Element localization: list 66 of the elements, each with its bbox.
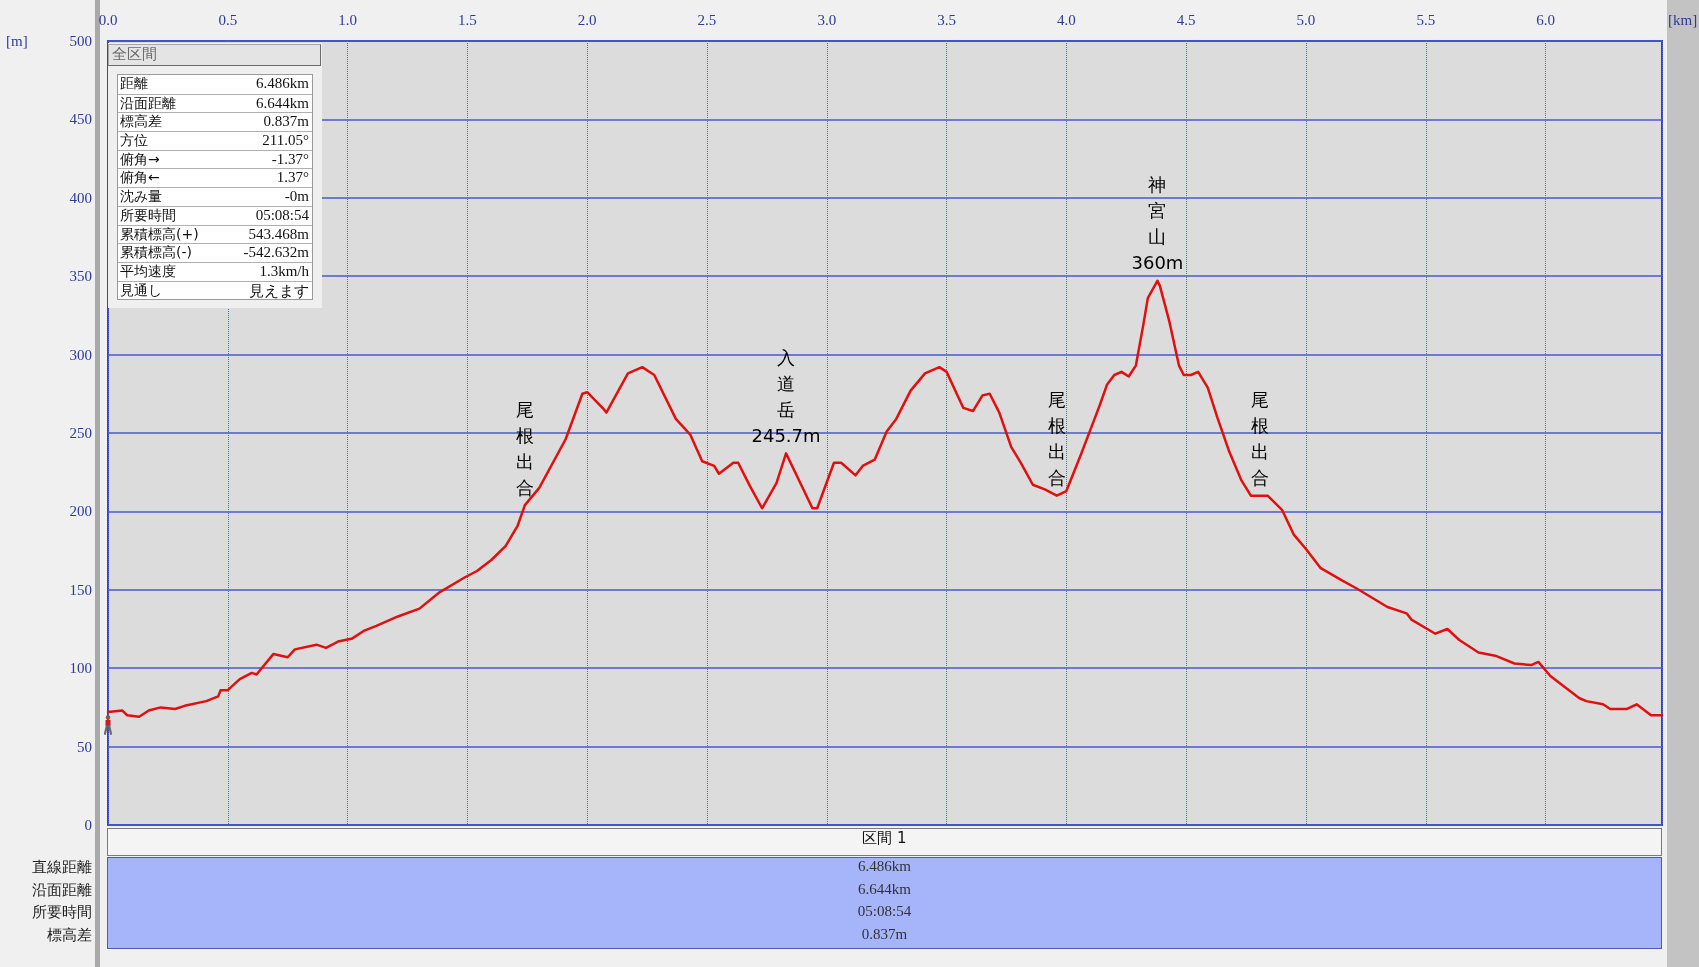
- annotation: 見えます: [249, 281, 309, 301]
- text: 直線距離: [32, 858, 92, 878]
- annotation: 神宮山360m: [1131, 174, 1184, 274]
- y-tick-label: 150: [69, 581, 92, 598]
- annotation: 沿面距離: [120, 94, 176, 113]
- text: 全区間: [108, 44, 321, 66]
- y-tick-label: 50: [77, 738, 92, 755]
- annotation: 俯角←: [120, 169, 160, 188]
- y-tick-label: 400: [69, 189, 92, 206]
- annotation: 累積標高(-): [120, 244, 192, 263]
- x-tick-label: 2.0: [577, 11, 597, 28]
- line-series: [106, 279, 1664, 719]
- annotation: 1.3km/h: [259, 262, 309, 280]
- annotation: 沈み量: [120, 188, 162, 207]
- text: 区間 1: [107, 828, 1662, 856]
- text: 所要時間: [32, 903, 92, 923]
- annotation: 標高差: [120, 113, 162, 132]
- y-tick-label: 500: [69, 33, 92, 49]
- x-tick-label: 4.0: [1057, 11, 1076, 28]
- y-tick-label: 250: [69, 425, 92, 441]
- y-tick-label: 300: [69, 346, 92, 363]
- annotation: 平均速度: [120, 262, 176, 281]
- y-tick-label: 100: [69, 660, 92, 677]
- annotation: 所要時間: [120, 206, 176, 225]
- annotation: 05:08:54: [255, 206, 309, 224]
- annotation: 距離: [120, 75, 148, 93]
- y-tick-label: 0: [84, 817, 92, 833]
- text: 6.486km: [857, 858, 912, 876]
- annotation: -1.37°: [271, 150, 309, 168]
- annotation: 方位: [120, 132, 148, 151]
- y-axis-title: [m]: [6, 33, 28, 49]
- annotation: 1.37°: [276, 169, 309, 187]
- x-tick-label: 3.5: [937, 11, 956, 28]
- text: 05:08:54: [856, 903, 913, 921]
- annotation: 尾根出合: [515, 398, 534, 498]
- annotation: 尾根出合: [1251, 389, 1270, 489]
- x-tick-label: 6.0: [1536, 11, 1555, 28]
- x-tick-label: 2.5: [697, 11, 717, 28]
- x-tick-label: 0.0: [98, 11, 118, 28]
- text: 沿面距離: [32, 880, 92, 901]
- annotation: 211.05°: [262, 132, 309, 150]
- annotation: 俯角→: [120, 150, 160, 169]
- annotation: 0.837m: [263, 113, 309, 131]
- x-tick-label: 1.0: [338, 11, 357, 28]
- x-tick-label: 1.5: [458, 11, 477, 28]
- text: 6.644km: [857, 880, 912, 899]
- annotation: 見通し: [120, 281, 162, 300]
- text: 標高差: [47, 925, 92, 946]
- x-tick-label: 3.0: [817, 11, 837, 28]
- annotation: 543.468m: [248, 225, 309, 243]
- annotation: 入道岳245.7m: [751, 346, 821, 446]
- annotation: 6.644km: [256, 94, 309, 112]
- x-axis-title: [km]: [1668, 12, 1698, 28]
- text: 0.837m: [860, 925, 909, 944]
- x-tick-label: 4.5: [1176, 11, 1196, 28]
- annotation: 累積標高(+): [120, 225, 199, 244]
- y-tick-label: 350: [69, 268, 92, 285]
- x-tick-label: 0.5: [218, 11, 238, 28]
- annotation: -542.632m: [243, 244, 309, 262]
- annotation: 尾根出合: [1047, 389, 1066, 489]
- x-tick-label: 5.0: [1296, 11, 1316, 28]
- y-tick-label: 450: [69, 111, 92, 128]
- annotation: 6.486km: [256, 75, 309, 92]
- y-tick-label: 200: [69, 503, 92, 520]
- annotation: -0m: [284, 188, 309, 206]
- x-tick-label: 5.5: [1416, 11, 1436, 28]
